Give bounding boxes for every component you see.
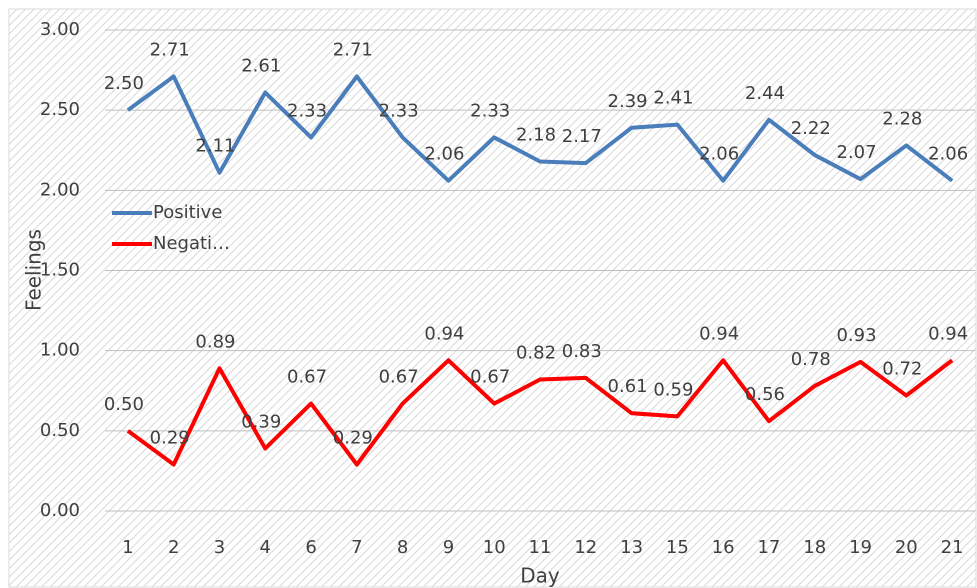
data-label: 0.94 xyxy=(424,323,464,344)
data-label: 2.33 xyxy=(470,100,510,121)
chart-background xyxy=(8,8,977,588)
data-label: 2.33 xyxy=(379,100,419,121)
x-tick-label: 12 xyxy=(574,537,597,558)
legend-label: Positive xyxy=(153,202,222,223)
x-axis-title: Day xyxy=(520,564,560,588)
legend-label: Negati… xyxy=(153,233,230,254)
x-tick-label: 2 xyxy=(168,537,179,558)
data-label: 2.11 xyxy=(195,136,235,157)
y-axis-title: Feelings xyxy=(22,229,46,311)
data-label: 2.28 xyxy=(882,108,922,129)
data-label: 0.29 xyxy=(333,428,373,449)
data-label: 0.94 xyxy=(928,323,968,344)
data-label: 2.71 xyxy=(333,39,373,60)
data-label: 0.67 xyxy=(287,367,327,388)
data-label: 0.50 xyxy=(104,394,144,415)
x-tick-label: 20 xyxy=(895,537,918,558)
x-tick-label: 7 xyxy=(351,537,362,558)
x-tick-label: 9 xyxy=(443,537,454,558)
x-tick-label: 3 xyxy=(214,537,225,558)
x-tick-label: 19 xyxy=(849,537,872,558)
x-tick-label: 8 xyxy=(397,537,408,558)
data-label: 2.61 xyxy=(241,56,281,77)
y-tick-label: 1.00 xyxy=(40,340,80,361)
x-tick-label: 4 xyxy=(260,537,271,558)
x-tick-label: 6 xyxy=(305,537,316,558)
x-tick-label: 13 xyxy=(620,537,643,558)
data-label: 0.59 xyxy=(653,379,693,400)
data-label: 2.17 xyxy=(562,126,602,147)
data-label: 0.67 xyxy=(379,367,419,388)
line-series xyxy=(126,358,954,467)
y-tick-label: 2.00 xyxy=(40,179,80,200)
data-label: 2.07 xyxy=(836,142,876,163)
x-tick-label: 18 xyxy=(803,537,826,558)
data-label: 0.72 xyxy=(882,359,922,380)
data-label: 0.93 xyxy=(836,325,876,346)
y-tick-label: 0.00 xyxy=(40,500,80,521)
data-label: 0.39 xyxy=(241,411,281,432)
data-label: 2.39 xyxy=(608,91,648,112)
data-label: 2.71 xyxy=(150,39,190,60)
x-tick-label: 17 xyxy=(757,537,780,558)
data-label: 0.89 xyxy=(195,331,235,352)
x-tick-label: 21 xyxy=(941,537,964,558)
data-label: 2.22 xyxy=(791,118,831,139)
data-label: 2.06 xyxy=(699,144,739,165)
x-tick-label: 1 xyxy=(122,537,133,558)
data-label: 0.82 xyxy=(516,343,556,364)
data-label: 0.83 xyxy=(562,341,602,362)
x-tick-label: 16 xyxy=(712,537,735,558)
data-label: 2.50 xyxy=(104,73,144,94)
data-label: 0.61 xyxy=(608,376,648,397)
data-label: 2.41 xyxy=(653,88,693,109)
x-tick-label: 10 xyxy=(483,537,506,558)
data-label: 0.94 xyxy=(699,323,739,344)
data-label: 2.33 xyxy=(287,100,327,121)
data-label: 0.67 xyxy=(470,367,510,388)
x-tick-label: 11 xyxy=(529,537,552,558)
line-series xyxy=(126,74,954,183)
data-label: 0.78 xyxy=(791,349,831,370)
data-label: 0.56 xyxy=(745,384,785,405)
y-tick-label: 0.50 xyxy=(40,420,80,441)
data-label: 2.44 xyxy=(745,83,785,104)
data-label: 2.06 xyxy=(424,144,464,165)
data-label: 2.06 xyxy=(928,144,968,165)
y-tick-label: 2.50 xyxy=(40,99,80,120)
data-label: 0.29 xyxy=(150,428,190,449)
y-tick-label: 1.50 xyxy=(40,260,80,281)
x-tick-label: 15 xyxy=(666,537,689,558)
data-label: 2.18 xyxy=(516,124,556,145)
y-tick-label: 3.00 xyxy=(40,19,80,40)
